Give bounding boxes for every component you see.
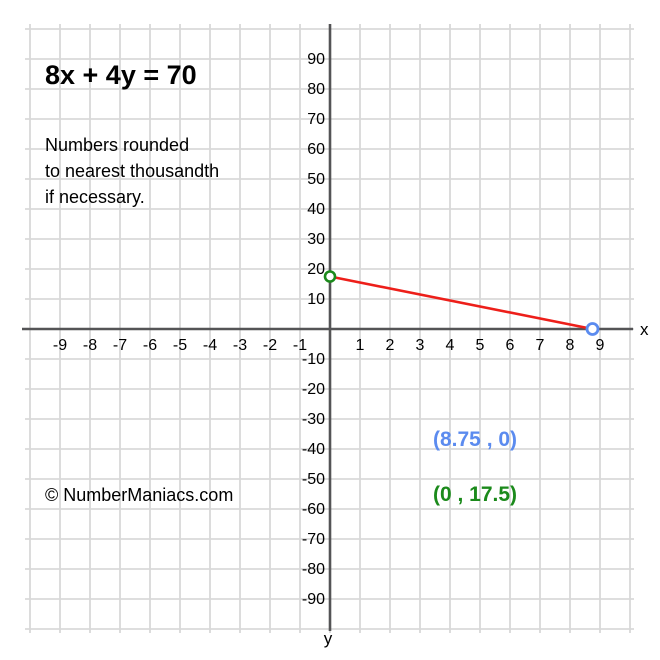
x-axis-letter: x	[640, 320, 649, 339]
y-tick-label: 50	[307, 171, 325, 188]
x-tick-label: -8	[83, 337, 97, 354]
x-tick-label: 9	[596, 337, 605, 354]
y-tick-label: 70	[307, 111, 325, 128]
x-tick-label: -2	[263, 337, 277, 354]
y-axis-letter: y	[324, 629, 333, 648]
y-tick-label: -20	[302, 381, 325, 398]
x-tick-label: 2	[386, 337, 395, 354]
y-tick-label: 90	[307, 51, 325, 68]
y-tick-label: -30	[302, 411, 325, 428]
x-tick-label: -6	[143, 337, 157, 354]
tick-labels: -9 -8 -7 -6 -5 -4 -3 -2 -1 1 2 3 4 5 6 7 8 9 90 80 70 60 50 40 3…	[53, 51, 605, 608]
y-tick-label: 60	[307, 141, 325, 158]
x-intercept-label: (8.75 , 0)	[433, 428, 517, 451]
y-tick-label: 30	[307, 231, 325, 248]
y-tick-label: -60	[302, 501, 325, 518]
y-tick-label: -90	[302, 591, 325, 608]
x-tick-label: -3	[233, 337, 247, 354]
x-tick-label: 8	[566, 337, 575, 354]
x-tick-label: 1	[356, 337, 365, 354]
y-tick-label: 10	[307, 291, 325, 308]
x-tick-label: -7	[113, 337, 127, 354]
y-tick-label: -70	[302, 531, 325, 548]
x-intercept-point	[585, 322, 600, 336]
y-tick-label: 80	[307, 81, 325, 98]
copyright-text: © NumberManiacs.com	[45, 485, 233, 505]
axes	[22, 24, 633, 631]
y-tick-label: -50	[302, 471, 325, 488]
y-tick-label: 40	[307, 201, 325, 218]
x-tick-label: -9	[53, 337, 67, 354]
y-tick-label: -40	[302, 441, 325, 458]
y-intercept-label: (0 , 17.5)	[433, 483, 517, 506]
x-tick-label: 7	[536, 337, 545, 354]
x-tick-label: -5	[173, 337, 187, 354]
x-tick-label: 5	[476, 337, 485, 354]
y-tick-label: -10	[302, 351, 325, 368]
x-tick-label: 6	[506, 337, 515, 354]
y-tick-label: -80	[302, 561, 325, 578]
note-line-3: if necessary.	[45, 187, 145, 207]
y-intercept-point	[323, 270, 337, 283]
equation-title: 8x + 4y = 70	[45, 60, 197, 90]
plotted-series	[323, 270, 600, 336]
note-line-2: to nearest thousandth	[45, 161, 219, 181]
x-tick-label: -1	[293, 337, 307, 354]
x-tick-label: 3	[416, 337, 425, 354]
y-tick-label: 20	[307, 261, 325, 278]
equation-line	[329, 275, 593, 331]
x-tick-label: -4	[203, 337, 217, 354]
note-line-1: Numbers rounded	[45, 135, 189, 155]
x-tick-label: 4	[446, 337, 455, 354]
